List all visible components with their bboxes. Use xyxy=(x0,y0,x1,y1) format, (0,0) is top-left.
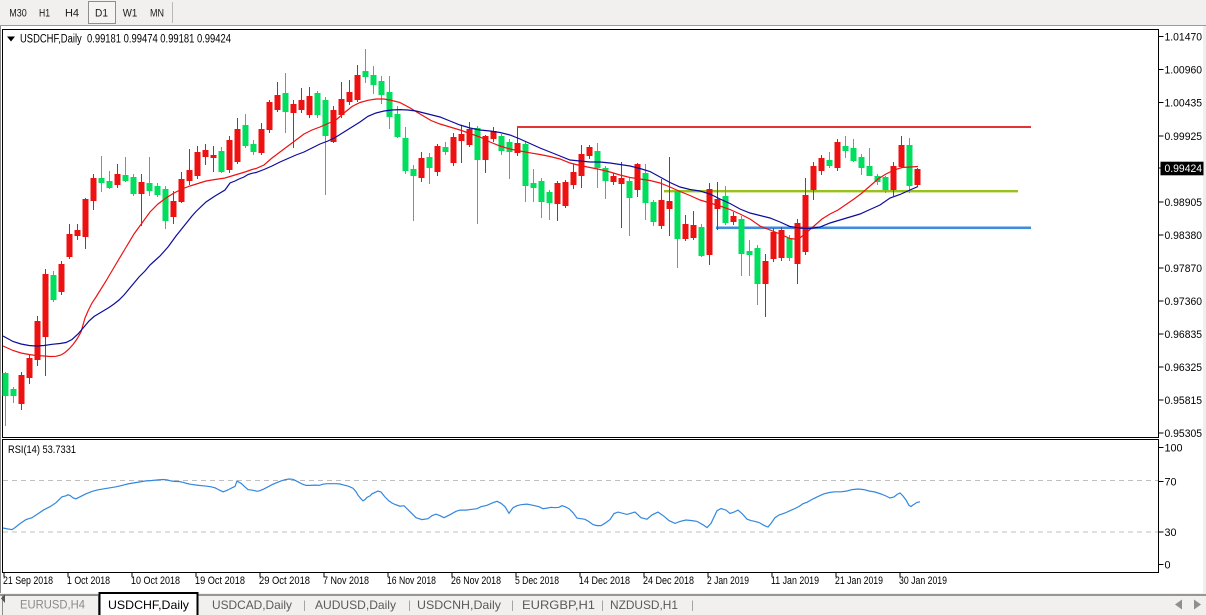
svg-text:0.98905: 0.98905 xyxy=(1165,197,1203,209)
svg-text:|: | xyxy=(691,600,694,612)
svg-text:H1: H1 xyxy=(39,8,50,20)
svg-text:0.95815: 0.95815 xyxy=(1165,395,1203,407)
svg-text:NZDUSD,H1: NZDUSD,H1 xyxy=(610,598,678,612)
svg-text:0: 0 xyxy=(1165,560,1171,572)
svg-text:21 Jan 2019: 21 Jan 2019 xyxy=(835,575,883,587)
svg-text:1.01470: 1.01470 xyxy=(1165,32,1203,44)
svg-text:29 Oct 2018: 29 Oct 2018 xyxy=(259,575,310,587)
svg-text:10 Oct 2018: 10 Oct 2018 xyxy=(131,575,180,587)
svg-text:|: | xyxy=(601,600,604,612)
svg-text:1.00435: 1.00435 xyxy=(1165,98,1203,110)
svg-text:1 Oct 2018: 1 Oct 2018 xyxy=(67,575,110,587)
svg-text:EURUSD,H4: EURUSD,H4 xyxy=(20,598,85,612)
svg-text:D1: D1 xyxy=(95,8,108,20)
svg-text:H4: H4 xyxy=(65,8,79,20)
svg-text:0.99925: 0.99925 xyxy=(1165,131,1203,143)
svg-text:16 Nov 2018: 16 Nov 2018 xyxy=(387,575,436,587)
svg-text:100: 100 xyxy=(1165,443,1183,455)
svg-text:30: 30 xyxy=(1165,527,1177,539)
svg-text:0.95305: 0.95305 xyxy=(1165,428,1203,440)
svg-text:0.96325: 0.96325 xyxy=(1165,362,1203,374)
svg-text:0.97870: 0.97870 xyxy=(1165,263,1203,275)
svg-text:USDCHF,Daily 0.99181 0.99474: USDCHF,Daily 0.99181 0.99474 0.99181 0.9… xyxy=(20,34,231,46)
svg-text:0.98380: 0.98380 xyxy=(1165,230,1203,242)
svg-text:AUDUSD,Daily: AUDUSD,Daily xyxy=(315,598,396,612)
svg-text:70: 70 xyxy=(1165,477,1177,489)
svg-text:24 Dec 2018: 24 Dec 2018 xyxy=(643,575,694,587)
svg-text:EURGBP,H1: EURGBP,H1 xyxy=(522,598,595,612)
svg-text:M30: M30 xyxy=(9,8,27,20)
svg-text:|: | xyxy=(511,600,514,612)
svg-text:26 Nov 2018: 26 Nov 2018 xyxy=(451,575,501,587)
svg-text:RSI(14) 53.7331: RSI(14) 53.7331 xyxy=(8,444,76,456)
svg-text:21 Sep 2018: 21 Sep 2018 xyxy=(3,575,53,587)
svg-text:7 Nov 2018: 7 Nov 2018 xyxy=(323,575,369,587)
svg-text:1.00960: 1.00960 xyxy=(1165,65,1203,77)
svg-text:|: | xyxy=(408,600,411,612)
svg-text:0.96835: 0.96835 xyxy=(1165,329,1203,341)
svg-text:5 Dec 2018: 5 Dec 2018 xyxy=(515,575,559,587)
svg-text:W1: W1 xyxy=(123,8,138,20)
svg-text:MN: MN xyxy=(150,8,164,20)
svg-text:0.99424: 0.99424 xyxy=(1165,163,1203,175)
svg-text:30 Jan 2019: 30 Jan 2019 xyxy=(899,575,947,587)
svg-text:|: | xyxy=(303,600,306,612)
svg-text:14 Dec 2018: 14 Dec 2018 xyxy=(579,575,630,587)
svg-text:0.97360: 0.97360 xyxy=(1165,296,1203,308)
svg-text:2 Jan 2019: 2 Jan 2019 xyxy=(707,575,749,587)
svg-text:USDCAD,Daily: USDCAD,Daily xyxy=(212,598,292,612)
svg-text:USDCNH,Daily: USDCNH,Daily xyxy=(417,598,501,612)
svg-text:19 Oct 2018: 19 Oct 2018 xyxy=(195,575,245,587)
svg-text:USDCHF,Daily: USDCHF,Daily xyxy=(108,598,189,612)
svg-text:11 Jan 2019: 11 Jan 2019 xyxy=(771,575,819,587)
